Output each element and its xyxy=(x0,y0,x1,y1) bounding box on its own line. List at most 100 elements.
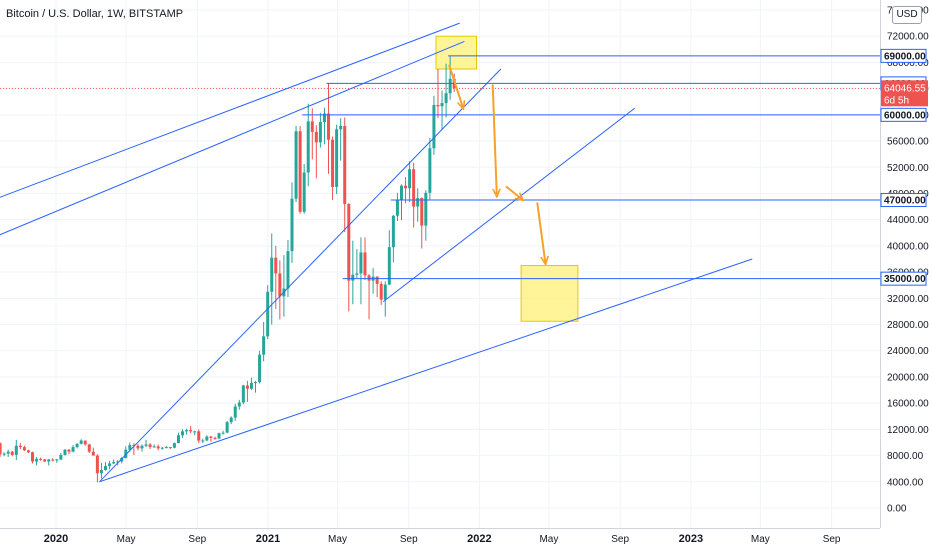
price-label-4: 47000.00 xyxy=(880,193,927,208)
candle-32 xyxy=(79,439,83,445)
candle-body-87 xyxy=(302,172,306,212)
trend-line-0 xyxy=(0,22,460,198)
candle-body-46 xyxy=(136,445,140,449)
candle-body-75 xyxy=(254,382,258,384)
candle-body-95 xyxy=(335,129,339,187)
price-tag-box xyxy=(880,193,927,208)
candle-body-118 xyxy=(428,148,432,193)
candle-body-51 xyxy=(156,446,160,449)
candle-body-41 xyxy=(116,461,120,463)
candle-body-30 xyxy=(71,447,75,452)
candle-31 xyxy=(75,443,79,449)
candle-body-77 xyxy=(262,336,266,355)
candle-body-58 xyxy=(185,430,189,432)
candle-14 xyxy=(6,449,10,457)
candle-16 xyxy=(14,439,18,461)
current-price-tag xyxy=(881,80,928,107)
candle-79 xyxy=(270,233,274,325)
candle-body-96 xyxy=(339,125,343,130)
candle-68 xyxy=(225,420,229,434)
candle-body-92 xyxy=(322,113,326,123)
candle-33 xyxy=(83,440,87,446)
candle-body-54 xyxy=(168,447,172,449)
candle-91 xyxy=(318,112,322,148)
candle-body-50 xyxy=(152,446,156,448)
candle-body-122 xyxy=(444,93,448,104)
candle-body-72 xyxy=(241,385,245,403)
candle-95 xyxy=(335,124,339,195)
price-tick-label: 72000.00 xyxy=(887,32,929,43)
candle-105 xyxy=(375,276,379,298)
candle-114 xyxy=(412,162,416,228)
price-label-3: 60000.00 xyxy=(880,107,927,122)
candle-body-85 xyxy=(294,131,298,199)
candle-60 xyxy=(193,430,197,436)
candle-26 xyxy=(55,458,59,463)
candle-62 xyxy=(201,438,205,444)
forecast-arrow-2 xyxy=(505,185,523,200)
highlight-zone-0 xyxy=(435,35,478,70)
price-tick-label: 52000.00 xyxy=(887,163,929,174)
grid xyxy=(0,0,880,528)
candle-55 xyxy=(172,442,176,449)
price-tick-label: 44000.00 xyxy=(887,215,929,226)
time-tick-label: May xyxy=(328,534,347,545)
candle-body-52 xyxy=(160,447,164,449)
candle-12 xyxy=(0,442,2,457)
time-tick-label: 2022 xyxy=(467,533,491,545)
forecast-arrow-0 xyxy=(448,64,463,109)
candle-46 xyxy=(136,443,140,451)
candle-body-22 xyxy=(39,458,43,460)
time-tick-label: 2021 xyxy=(256,533,280,545)
price-tick-label: 56000.00 xyxy=(887,137,929,148)
candle-24 xyxy=(47,458,51,466)
candle-89 xyxy=(310,108,314,160)
time-tick-label: May xyxy=(117,534,136,545)
candle-body-18 xyxy=(22,447,26,451)
candle-92 xyxy=(322,107,326,145)
candle-40 xyxy=(112,459,116,465)
candle-86 xyxy=(298,125,302,214)
candle-body-60 xyxy=(193,431,197,433)
candle-85 xyxy=(294,125,298,202)
candle-body-27 xyxy=(59,454,63,460)
price-tag-text: 35000.00 xyxy=(884,274,926,285)
candle-52 xyxy=(160,447,164,450)
countdown-text: 6d 5h xyxy=(884,95,909,106)
candle-body-103 xyxy=(367,275,371,281)
price-tick-label: 24000.00 xyxy=(887,346,929,357)
candle-61 xyxy=(197,429,201,444)
candle-34 xyxy=(87,443,91,453)
time-tick-label: Sep xyxy=(823,534,841,545)
candle-30 xyxy=(71,445,75,453)
candle-body-113 xyxy=(408,169,412,189)
candle-73 xyxy=(245,380,249,402)
currency-button[interactable]: USD xyxy=(892,6,922,24)
candle-body-116 xyxy=(420,198,424,226)
candle-120 xyxy=(436,68,440,119)
candle-51 xyxy=(156,444,160,451)
price-label-5: 35000.00 xyxy=(880,271,927,286)
candle-body-34 xyxy=(87,444,91,452)
candle-body-83 xyxy=(286,251,290,289)
candle-body-81 xyxy=(278,273,282,297)
candle-body-61 xyxy=(197,431,201,441)
candle-body-74 xyxy=(249,382,253,389)
candle-body-110 xyxy=(395,200,399,216)
candle-27 xyxy=(59,452,63,461)
highlight-zone-1 xyxy=(520,265,579,322)
candle-body-32 xyxy=(79,440,83,444)
candle-body-68 xyxy=(225,422,229,433)
candle-body-36 xyxy=(95,455,99,474)
price-tick-label: 8000.00 xyxy=(887,451,924,462)
candle-body-111 xyxy=(399,185,403,201)
price-tick-label: 40000.00 xyxy=(887,241,929,252)
trend-line-2 xyxy=(99,68,502,483)
candle-body-59 xyxy=(189,430,193,432)
time-axis-background xyxy=(0,528,880,550)
time-tick-label: May xyxy=(751,534,770,545)
candle-body-98 xyxy=(347,203,351,281)
